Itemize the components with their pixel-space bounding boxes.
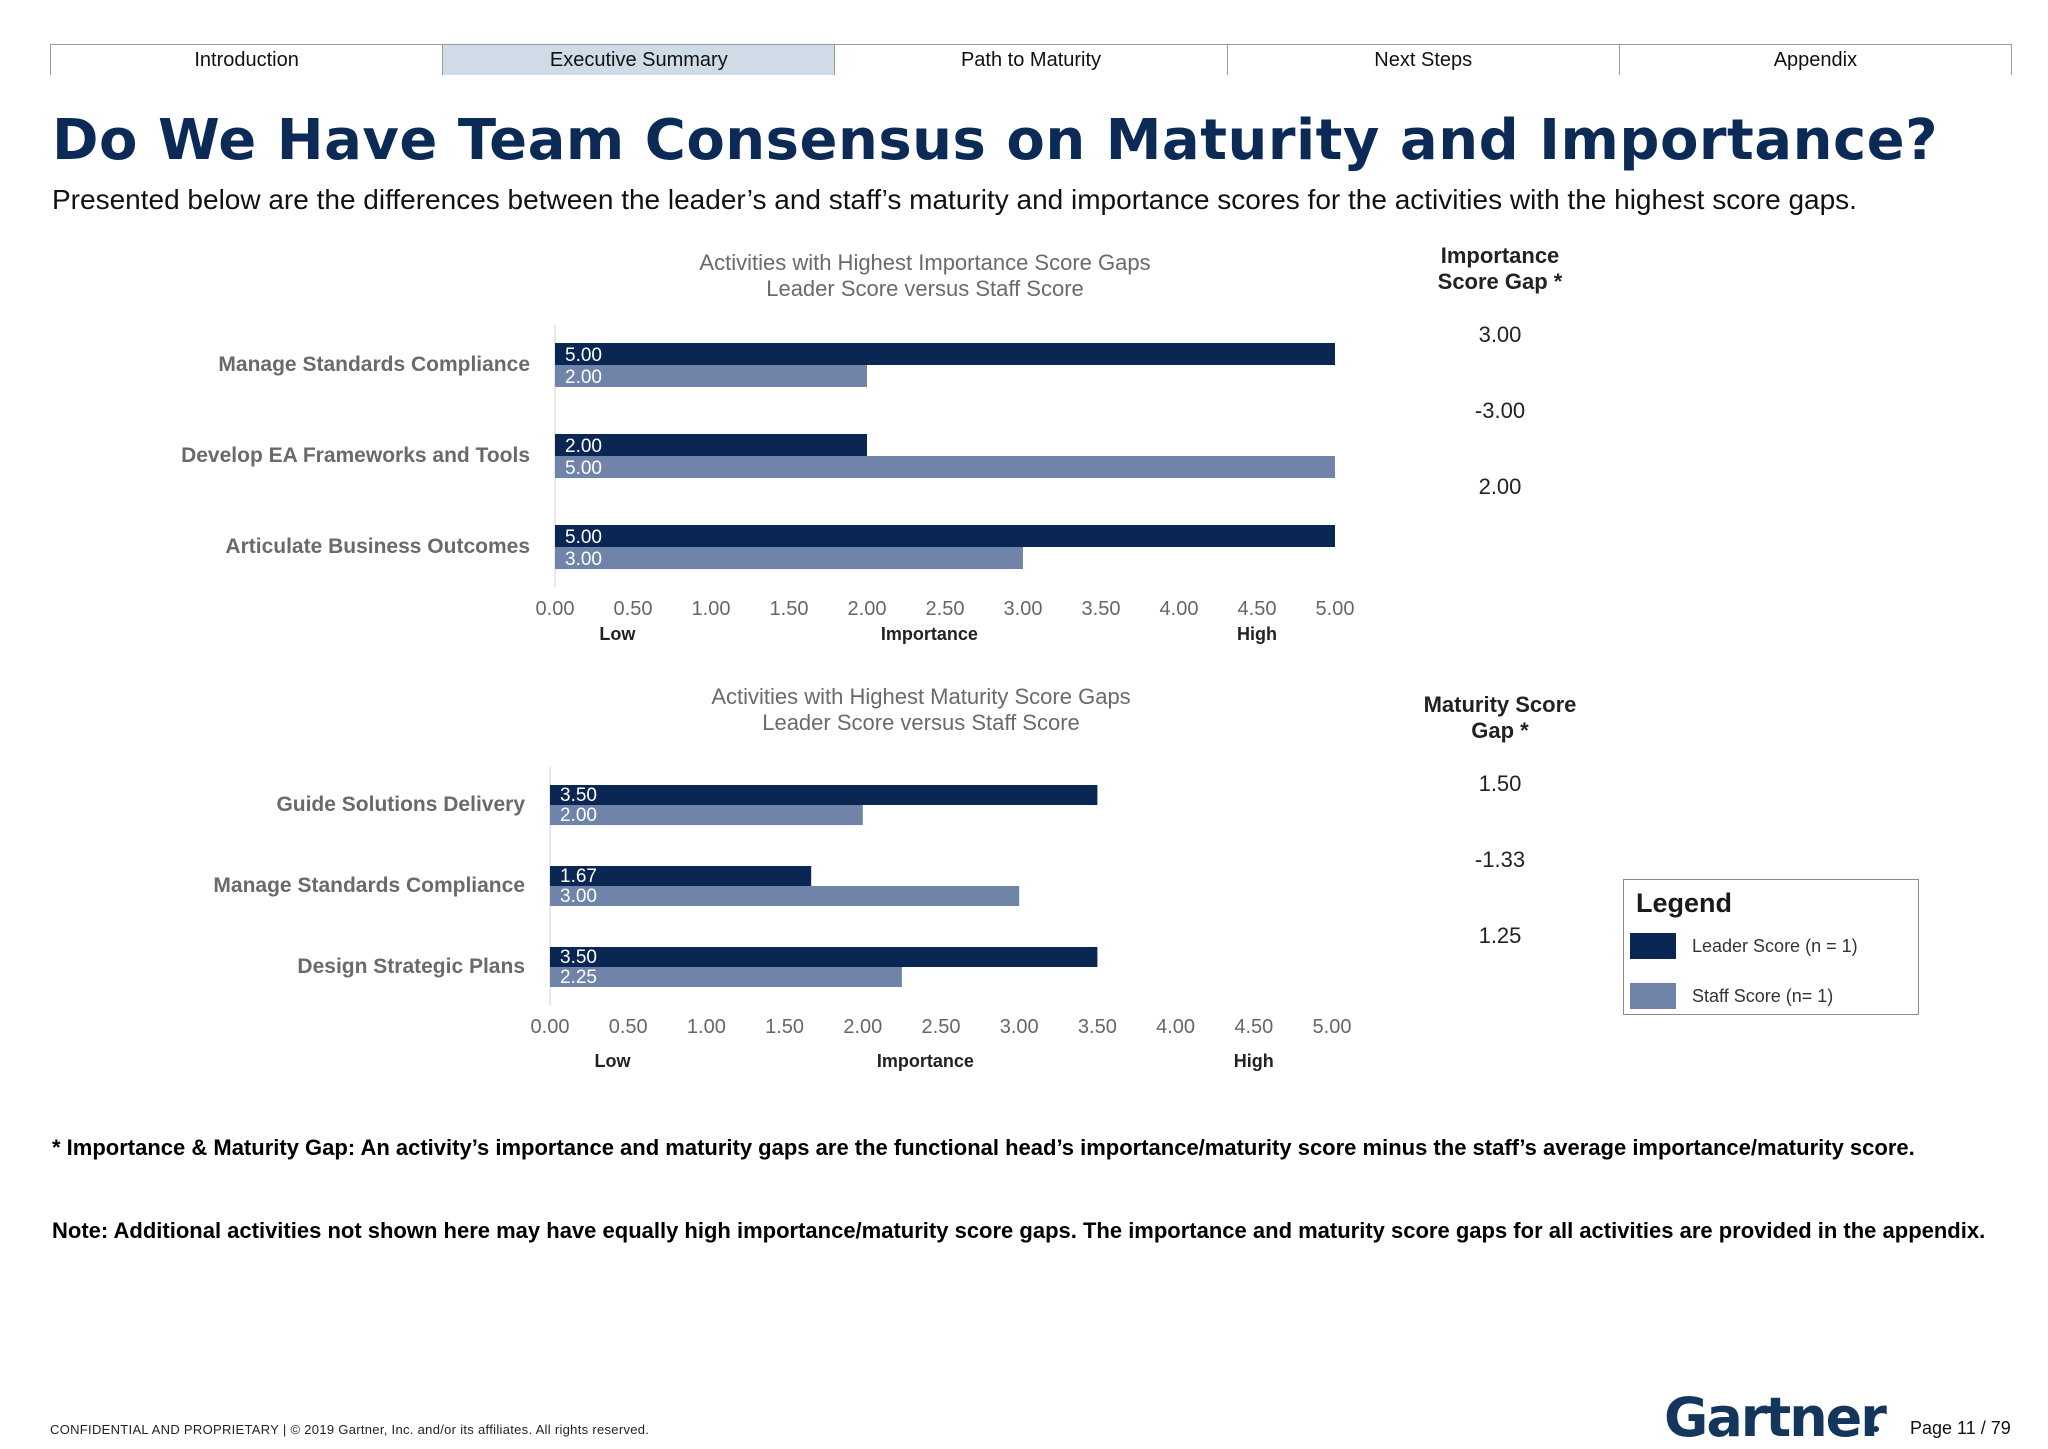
legend-swatch-leader bbox=[1630, 933, 1676, 959]
chart-0-category-label-2: Articulate Business Outcomes bbox=[225, 535, 530, 558]
chart-1-gap-value-0: 1.50 bbox=[1479, 771, 1522, 796]
chart-0-gap-header-1: Score Gap * bbox=[1438, 269, 1563, 294]
additional-activities-note: Note: Additional activities not shown he… bbox=[52, 1218, 1986, 1243]
chart-1-tick-label-10: 5.00 bbox=[1313, 1016, 1352, 1038]
chart-0-tick-label-6: 3.00 bbox=[1004, 598, 1043, 620]
chart-0-title: Activities with Highest Importance Score… bbox=[699, 250, 1150, 275]
chart-0-subtitle: Leader Score versus Staff Score bbox=[766, 276, 1084, 301]
page-title: Do We Have Team Consensus on Maturity an… bbox=[52, 108, 1939, 173]
tab-executive-summary[interactable]: Executive Summary bbox=[442, 45, 835, 75]
chart-0-tick-label-2: 1.00 bbox=[692, 598, 731, 620]
chart-0-data-label-staff-1: 5.00 bbox=[565, 458, 602, 479]
chart-1-tick-label-8: 4.00 bbox=[1156, 1016, 1195, 1038]
chart-1-xlabel: Importance bbox=[877, 1051, 974, 1071]
nav-tabs: Introduction Executive Summary Path to M… bbox=[50, 44, 2013, 75]
chart-0-gap-value-0: 3.00 bbox=[1479, 322, 1522, 347]
chart-1-bar-staff-0 bbox=[550, 805, 863, 825]
tab-appendix[interactable]: Appendix bbox=[1618, 45, 2013, 75]
legend-title: Legend bbox=[1636, 888, 1733, 918]
tab-next-steps[interactable]: Next Steps bbox=[1226, 45, 1619, 75]
tab-path-to-maturity[interactable]: Path to Maturity bbox=[834, 45, 1226, 75]
chart-0-tick-label-3: 1.50 bbox=[770, 598, 809, 620]
chart-0-tick-label-4: 2.00 bbox=[848, 598, 887, 620]
chart-1-gap-value-2: 1.25 bbox=[1479, 923, 1522, 948]
chart-1-tick-label-1: 0.50 bbox=[609, 1016, 648, 1038]
chart-1-bar-staff-2 bbox=[550, 967, 902, 987]
chart-1-tick-label-2: 1.00 bbox=[687, 1016, 726, 1038]
chart-1-gap-header-1: Gap * bbox=[1471, 718, 1529, 743]
chart-1-bar-leader-0 bbox=[550, 785, 1098, 805]
chart-1-xlabel-high: High bbox=[1234, 1051, 1274, 1071]
chart-0-gap-value-2: 2.00 bbox=[1479, 474, 1522, 499]
chart-1-tick-label-9: 4.50 bbox=[1234, 1016, 1273, 1038]
chart-0-tick-label-7: 3.50 bbox=[1082, 598, 1121, 620]
page-subtitle: Presented below are the differences betw… bbox=[52, 184, 1857, 215]
chart-1-bar-leader-1 bbox=[550, 866, 812, 886]
chart-0-gap-header-0: Importance bbox=[1441, 243, 1560, 268]
chart-0-tick-label-1: 0.50 bbox=[614, 598, 653, 620]
chart-0-xlabel: Importance bbox=[881, 624, 978, 644]
chart-1-tick-label-0: 0.00 bbox=[531, 1016, 570, 1038]
chart-0-bar-leader-2 bbox=[555, 525, 1335, 547]
chart-1-category-label-0: Guide Solutions Delivery bbox=[276, 793, 525, 816]
chart-0-gap-value-1: -3.00 bbox=[1475, 398, 1525, 423]
chart-0-tick-label-5: 2.50 bbox=[926, 598, 965, 620]
chart-1-data-label-staff-1: 3.00 bbox=[560, 886, 597, 907]
legend-label-staff: Staff Score (n= 1) bbox=[1692, 985, 1834, 1006]
chart-0-data-label-leader-2: 5.00 bbox=[565, 527, 602, 548]
gap-definition-note: * Importance & Maturity Gap: An activity… bbox=[52, 1135, 1915, 1160]
chart-1-tick-label-6: 3.00 bbox=[1000, 1016, 1039, 1038]
chart-1-gap-value-1: -1.33 bbox=[1475, 847, 1525, 872]
chart-1-data-label-staff-2: 2.25 bbox=[560, 967, 597, 988]
chart-1-title: Activities with Highest Maturity Score G… bbox=[711, 684, 1130, 709]
chart-0-bar-leader-1 bbox=[555, 434, 867, 456]
gartner-logo-dot bbox=[1873, 1426, 1879, 1432]
chart-0-tick-label-8: 4.00 bbox=[1160, 598, 1199, 620]
confidential-footer: CONFIDENTIAL AND PROPRIETARY | © 2019 Ga… bbox=[50, 1422, 650, 1437]
chart-1-tick-label-5: 2.50 bbox=[922, 1016, 961, 1038]
legend-swatch-staff bbox=[1630, 983, 1676, 1009]
chart-0-data-label-leader-0: 5.00 bbox=[565, 345, 602, 366]
chart-0-data-label-staff-2: 3.00 bbox=[565, 549, 602, 570]
chart-1-bar-leader-2 bbox=[550, 947, 1098, 967]
chart-1-tick-label-3: 1.50 bbox=[765, 1016, 804, 1038]
chart-1-tick-label-4: 2.00 bbox=[843, 1016, 882, 1038]
legend: Legend Leader Score (n = 1) Staff Score … bbox=[1623, 879, 1919, 1015]
chart-1-data-label-staff-0: 2.00 bbox=[560, 805, 597, 826]
gartner-logo: Gartner bbox=[1664, 1386, 1887, 1449]
chart-1-gap-header-0: Maturity Score bbox=[1424, 692, 1577, 717]
chart-0-tick-label-0: 0.00 bbox=[536, 598, 575, 620]
tab-introduction[interactable]: Introduction bbox=[50, 45, 442, 75]
legend-item-leader: Leader Score (n = 1) bbox=[1630, 933, 1858, 959]
page-number: Page 11 / 79 bbox=[1910, 1418, 2011, 1438]
chart-0-category-label-1: Develop EA Frameworks and Tools bbox=[181, 444, 530, 467]
chart-0-bar-staff-1 bbox=[555, 456, 1335, 478]
chart-1-bar-staff-1 bbox=[550, 886, 1020, 906]
chart-1-data-label-leader-1: 1.67 bbox=[560, 866, 597, 887]
chart-1-category-label-1: Manage Standards Compliance bbox=[213, 874, 525, 897]
chart-1-subtitle: Leader Score versus Staff Score bbox=[762, 710, 1080, 735]
legend-label-leader: Leader Score (n = 1) bbox=[1692, 935, 1858, 956]
chart-0-bar-staff-2 bbox=[555, 547, 1023, 569]
chart-0-xlabel-high: High bbox=[1237, 624, 1277, 644]
legend-item-staff: Staff Score (n= 1) bbox=[1630, 983, 1833, 1009]
chart-0-data-label-staff-0: 2.00 bbox=[565, 367, 602, 388]
chart-0-tick-label-10: 5.00 bbox=[1316, 598, 1355, 620]
chart-1-data-label-leader-0: 3.50 bbox=[560, 785, 597, 806]
chart-1-category-label-2: Design Strategic Plans bbox=[297, 955, 525, 978]
chart-0-tick-label-9: 4.50 bbox=[1238, 598, 1277, 620]
chart-0-bar-leader-0 bbox=[555, 343, 1335, 365]
chart-0-data-label-leader-1: 2.00 bbox=[565, 436, 602, 457]
chart-1-data-label-leader-2: 3.50 bbox=[560, 947, 597, 968]
chart-0-category-label-0: Manage Standards Compliance bbox=[218, 353, 530, 376]
chart-0-bar-staff-0 bbox=[555, 365, 867, 387]
chart-1-tick-label-7: 3.50 bbox=[1078, 1016, 1117, 1038]
chart-0-xlabel-low: Low bbox=[599, 624, 636, 644]
chart-1-xlabel-low: Low bbox=[595, 1051, 632, 1071]
